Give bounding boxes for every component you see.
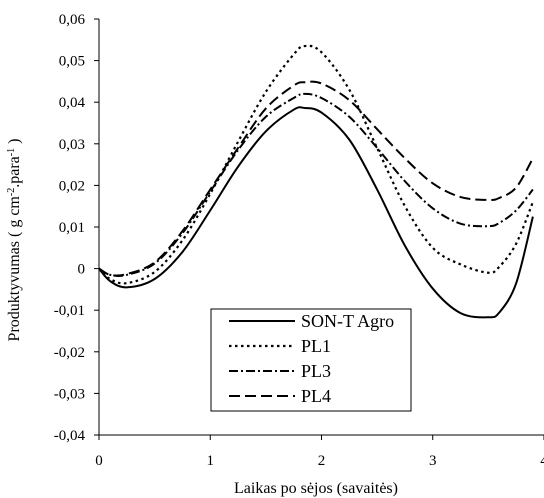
legend-box — [210, 308, 412, 412]
y-axis-label-sup2: -1 — [6, 148, 17, 156]
ticks-layer: -0,04 -0,03 -0,02 -0,01 0 0,01 0,02 0,03 0,04 0,0… — [54, 12, 544, 469]
legend-label-2: PL3 — [301, 361, 331, 381]
x-axis-label: Laikas po sėjos (savaitės) — [234, 480, 398, 497]
y-axis-label-main: Produktyvumas ( g cm — [6, 196, 23, 342]
legend-label-0: SON-T Agro — [301, 311, 394, 331]
x-tick-label: 2 — [318, 453, 326, 469]
series-line-0 — [99, 106, 534, 319]
y-tick-label: 0,05 — [59, 54, 85, 70]
y-tick-label: 0,01 — [59, 220, 85, 236]
y-axis-label: Produktyvumas ( g cm-2.para-1 ) — [6, 139, 24, 342]
y-tick-label: 0,06 — [59, 12, 86, 28]
y-tick-label: -0,02 — [54, 345, 85, 361]
legend-label-3: PL4 — [301, 386, 331, 406]
y-tick-label: 0,04 — [59, 95, 86, 111]
legend-label-1: PL1 — [301, 336, 331, 356]
series-line-1 — [99, 44, 534, 285]
y-axis-label-mid: .para — [6, 156, 23, 188]
y-tick-label: -0,03 — [54, 386, 85, 402]
y-tick-label: 0,02 — [59, 178, 85, 194]
y-tick-label: -0,01 — [54, 303, 85, 319]
y-tick-label: 0 — [78, 262, 86, 278]
y-tick-label: -0,04 — [54, 428, 86, 444]
x-tick-label: 0 — [95, 453, 103, 469]
series-line-2 — [99, 92, 534, 277]
y-tick-label: 0,03 — [59, 137, 85, 153]
legend: SON-T Agro PL1 PL3 PL4 — [210, 308, 412, 412]
x-tick-label: 3 — [429, 453, 437, 469]
y-axis-label-end: ) — [6, 139, 23, 148]
series-line-3 — [99, 80, 534, 277]
series-layer — [99, 44, 534, 319]
x-tick-label: 1 — [207, 453, 215, 469]
x-tick-label: 4 — [540, 453, 544, 469]
y-axis-label-sup1: -2 — [6, 188, 17, 196]
